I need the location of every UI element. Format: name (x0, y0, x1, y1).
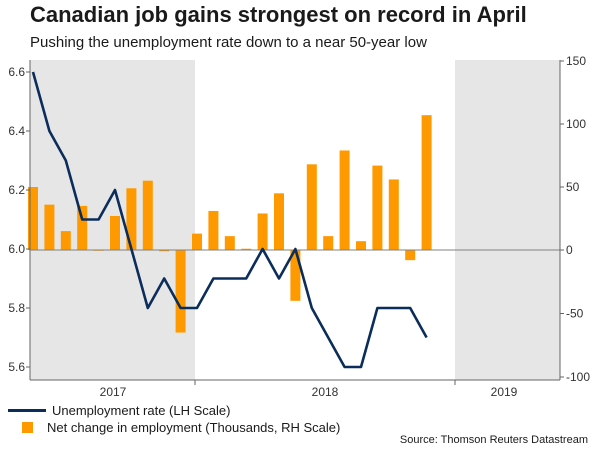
employment-bar (110, 215, 120, 250)
left-tick-label: 6.2 (8, 183, 25, 197)
left-tick-label: 5.6 (8, 360, 25, 374)
employment-bar (142, 180, 153, 250)
employment-bar (28, 187, 38, 250)
employment-bar (60, 231, 71, 250)
right-tick-label: 0 (566, 243, 573, 257)
legend-label-employment: Net change in employment (Thousands, RH … (47, 420, 341, 435)
x-tick-label: 2019 (491, 385, 518, 399)
left-tick-label: 6.4 (8, 124, 25, 138)
right-tick-label: 50 (566, 180, 580, 194)
left-tick-label: 6.0 (8, 242, 25, 256)
left-tick-label: 5.8 (8, 301, 25, 315)
right-tick-label: 150 (566, 54, 586, 68)
employment-bar (372, 165, 383, 250)
legend-label-unemployment: Unemployment rate (LH Scale) (52, 403, 231, 418)
legend-bar-swatch (22, 422, 33, 433)
x-tick-label: 2018 (312, 385, 339, 399)
employment-bar (356, 241, 366, 250)
employment-bar (306, 164, 317, 250)
employment-bar (290, 250, 301, 301)
employment-bar (388, 179, 399, 250)
employment-bar (323, 236, 334, 250)
employment-bar (405, 250, 416, 261)
employment-bar (192, 233, 202, 250)
employment-bar (274, 193, 284, 250)
right-tick-label: 100 (566, 117, 586, 131)
left-tick-label: 6.6 (8, 65, 25, 79)
legend-item-unemployment: Unemployment rate (LH Scale) (8, 403, 230, 418)
employment-bar (241, 248, 252, 250)
chart-subtitle: Pushing the unemployment rate down to a … (30, 34, 427, 51)
unemployment-line (31, 71, 428, 369)
employment-bar (208, 210, 219, 250)
employment-bar (339, 150, 350, 250)
chart-title: Canadian job gains strongest on record i… (30, 2, 527, 27)
right-tick-label: -50 (566, 307, 584, 321)
employment-bar (224, 236, 235, 250)
employment-bar (257, 213, 268, 250)
legend-line-swatch (8, 409, 46, 412)
employment-bar (159, 250, 170, 252)
x-tick-label: 2017 (100, 385, 127, 399)
right-tick-label: -100 (566, 370, 590, 384)
employment-bar (126, 188, 137, 250)
source-note: Source: Thomson Reuters Datastream (399, 434, 588, 446)
legend-item-employment: Net change in employment (Thousands, RH … (8, 420, 340, 435)
employment-bar (421, 115, 432, 251)
employment-bar (175, 250, 186, 333)
employment-bar (77, 205, 88, 250)
employment-bar (44, 204, 55, 250)
shaded-year-2019 (455, 60, 560, 380)
